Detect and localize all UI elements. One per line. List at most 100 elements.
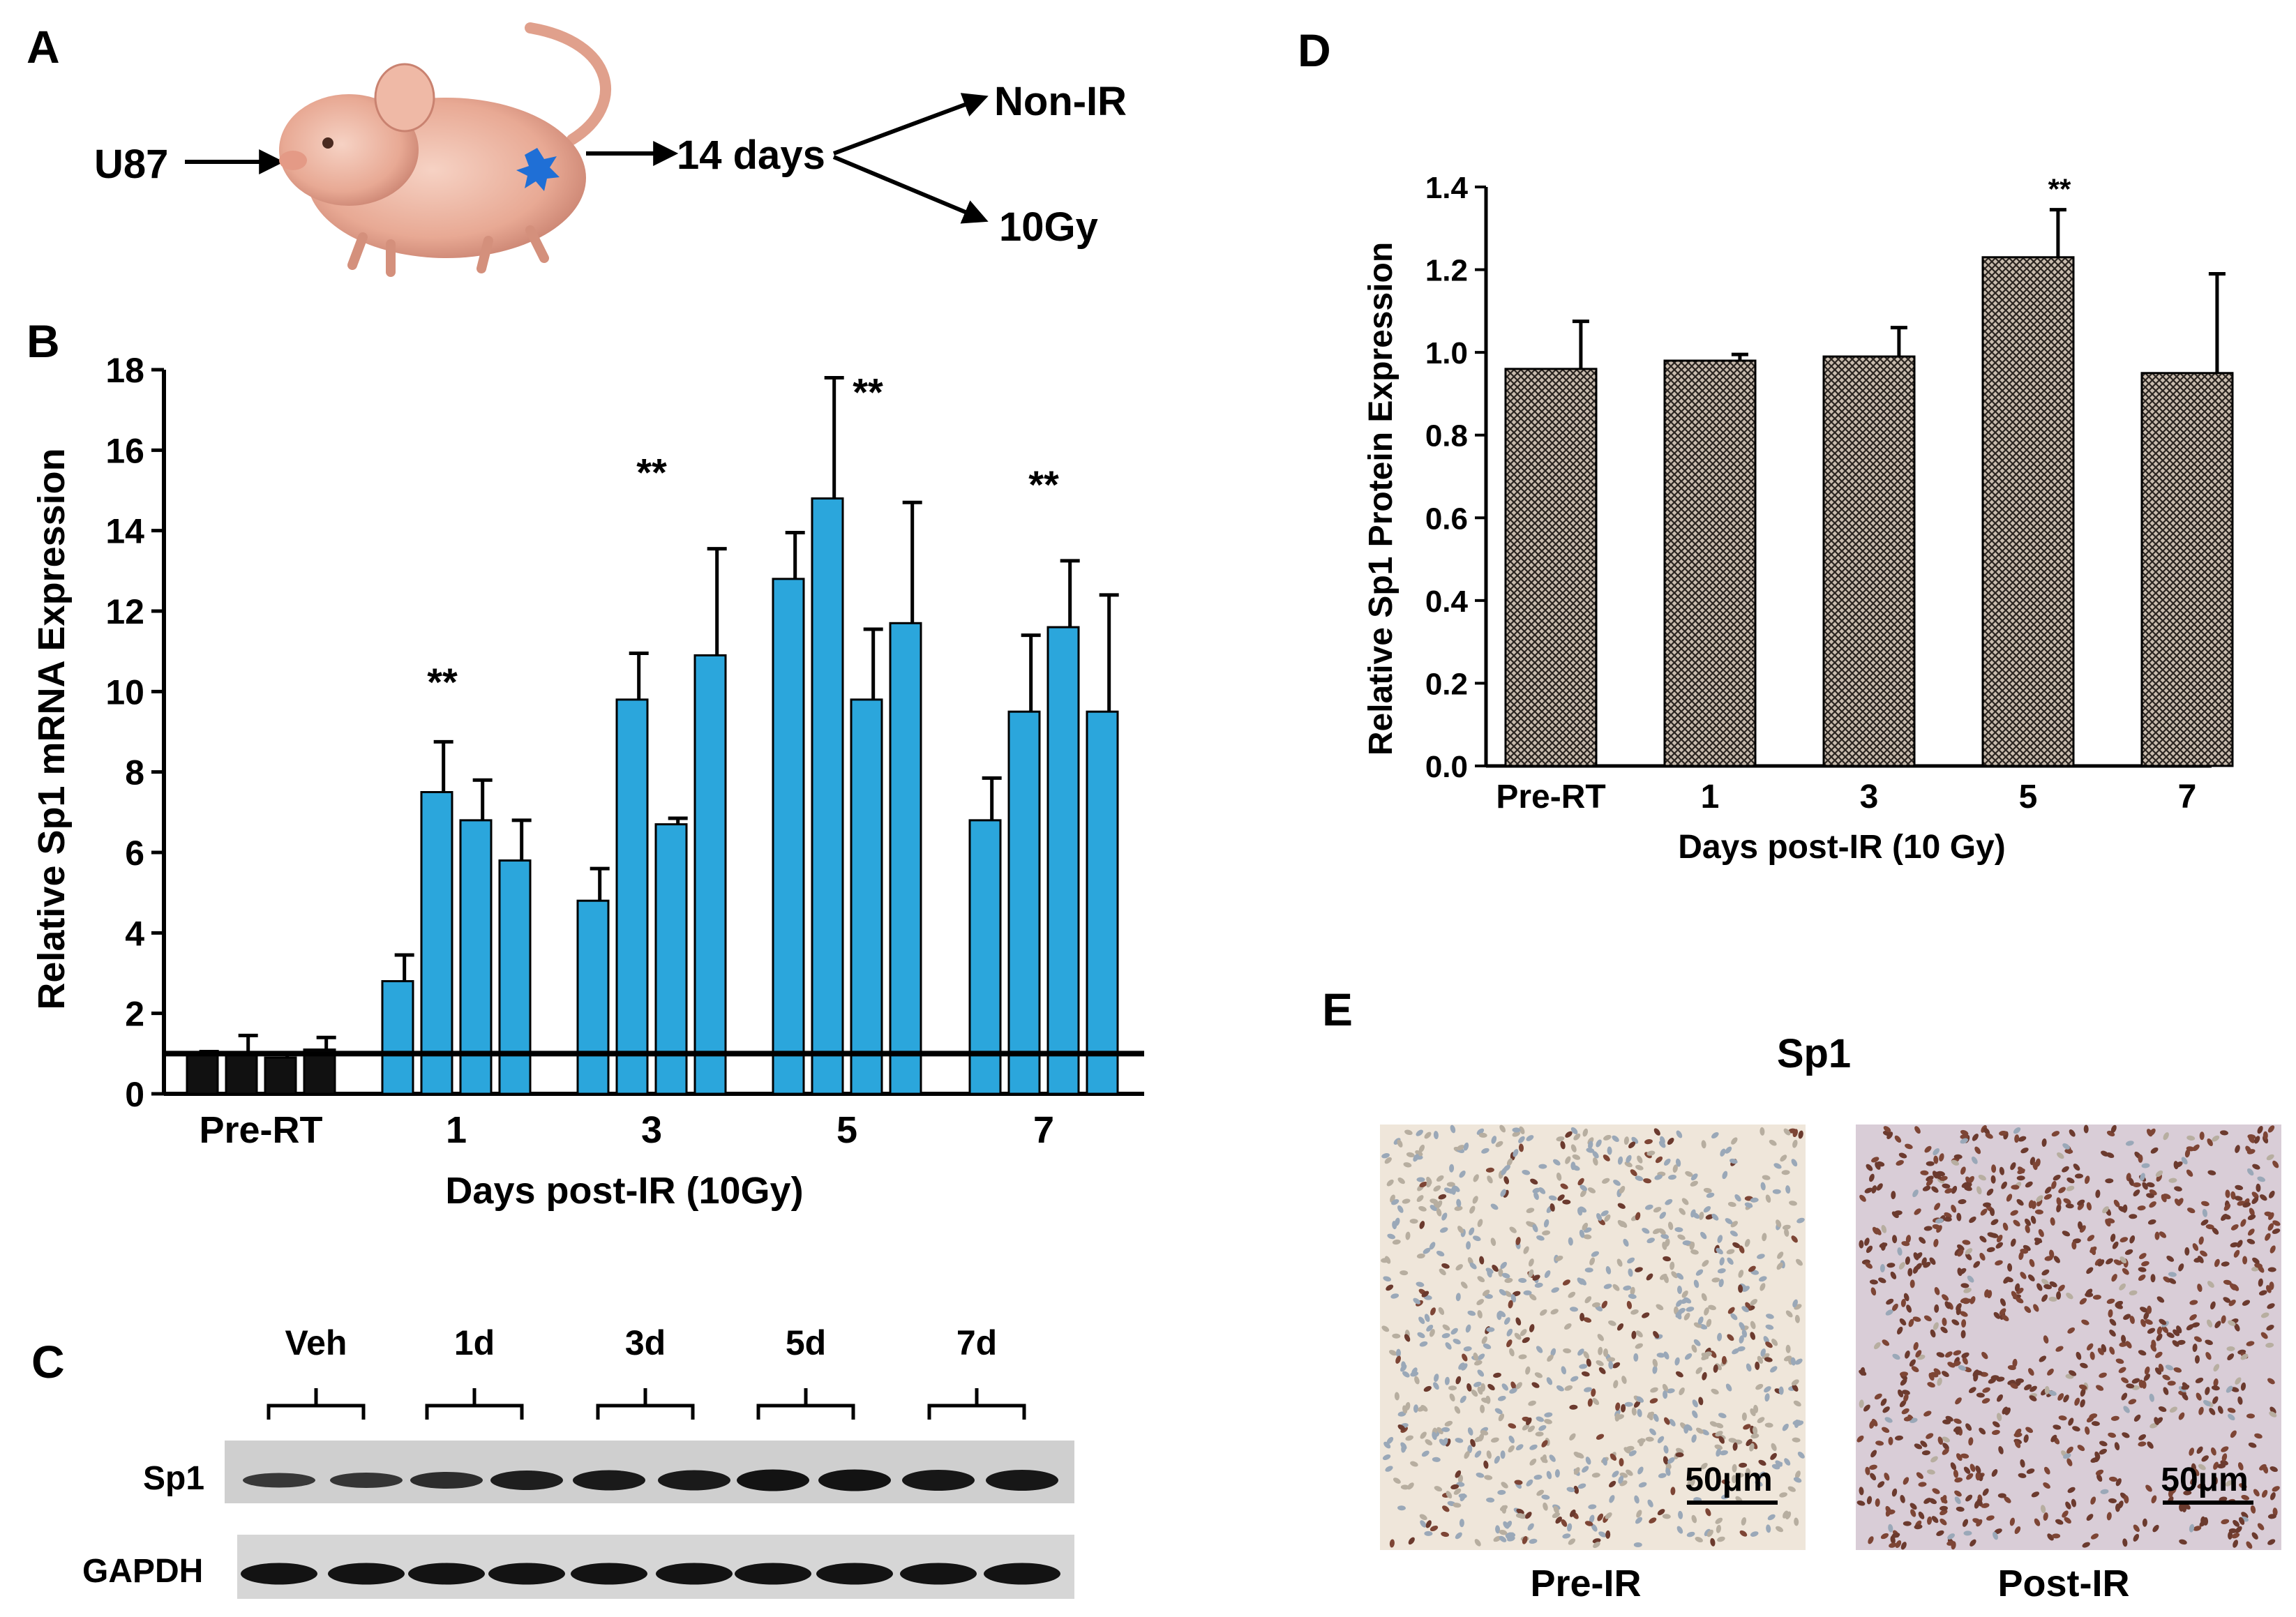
ihc-nucleus <box>2213 1378 2219 1387</box>
ihc-nucleus <box>1515 1444 1524 1451</box>
ihc-nucleus <box>1944 1212 1952 1219</box>
ihc-nucleus <box>1458 1493 1467 1499</box>
ihc-nucleus <box>1859 1369 1867 1376</box>
ihc-nucleus <box>2020 1459 2025 1468</box>
ihc-nucleus <box>1663 1390 1668 1399</box>
ihc-nucleus <box>2065 1501 2071 1510</box>
blot-lane-label: 3d <box>625 1323 666 1362</box>
ihc-nucleus <box>2056 1197 2062 1206</box>
ihc-nucleus <box>1920 1441 1928 1447</box>
ihc-nucleus <box>1965 1494 1973 1502</box>
ihc-nucleus <box>1909 1503 1917 1510</box>
ihc-nucleus <box>1926 1161 1935 1166</box>
ihc-nucleus <box>1939 1153 1944 1161</box>
ihc-nucleus <box>1693 1279 1700 1288</box>
ihc-nucleus <box>1649 1398 1658 1404</box>
ihc-nucleus <box>1979 1235 1987 1243</box>
ihc-nucleus <box>1690 1173 1698 1181</box>
chart-b-y-tick-label: 0 <box>125 1075 144 1114</box>
ihc-nucleus <box>1603 1284 1612 1289</box>
ihc-nucleus <box>1487 1383 1495 1391</box>
ihc-nucleus <box>2219 1496 2228 1502</box>
ihc-nucleus <box>1473 1174 1479 1182</box>
ihc-nucleus <box>1711 1277 1720 1283</box>
ihc-nucleus <box>1732 1348 1740 1355</box>
ihc-nucleus <box>1444 1420 1453 1427</box>
ihc-nucleus <box>2194 1355 2200 1364</box>
ihc-nucleus <box>1516 1508 1524 1514</box>
ihc-nucleus <box>1667 1457 1675 1464</box>
ihc-nucleus <box>2212 1227 2219 1235</box>
ihc-nucleus <box>1986 1247 1995 1253</box>
chart-b-x-tick-label: Pre-RT <box>199 1109 322 1151</box>
ihc-nucleus <box>1455 1532 1462 1540</box>
ihc-nucleus <box>1993 1311 2001 1319</box>
ihc-nucleus <box>2062 1510 2069 1518</box>
ihc-nucleus <box>1410 1461 1418 1467</box>
ihc-nucleus <box>1939 1518 1947 1526</box>
ihc-nucleus <box>2014 1283 2020 1292</box>
ihc-nucleus <box>1589 1257 1596 1265</box>
ihc-image-background <box>1856 1125 2281 1550</box>
panel-b-label: B <box>27 315 60 367</box>
ihc-nucleus <box>1792 1384 1799 1392</box>
ihc-nucleus <box>2179 1539 2187 1545</box>
ihc-nucleus <box>2078 1221 2083 1230</box>
ihc-nucleus <box>1630 1309 1639 1315</box>
ihc-nucleus <box>2230 1191 2236 1200</box>
ihc-nucleus <box>1706 1318 1712 1328</box>
chart-b-y-tick-label: 18 <box>105 351 144 390</box>
ihc-nucleus <box>1962 1356 1968 1365</box>
ihc-nucleus <box>1397 1139 1403 1148</box>
ihc-nucleus <box>2141 1163 2150 1168</box>
ihc-nucleus <box>1732 1475 1737 1484</box>
ihc-nucleus <box>1972 1518 1981 1524</box>
ihc-nucleus <box>1921 1450 1930 1456</box>
ihc-nucleus <box>1776 1262 1783 1270</box>
ihc-nucleus <box>1646 1273 1653 1281</box>
ihc-nucleus <box>1955 1397 1962 1405</box>
ihc-nucleus <box>1929 1257 1936 1265</box>
ihc-nucleus <box>2018 1166 2025 1173</box>
ihc-nucleus <box>2228 1413 2235 1421</box>
ihc-nucleus <box>2115 1503 2121 1512</box>
ihc-nucleus <box>1463 1346 1472 1352</box>
ihc-nucleus <box>1962 1519 1969 1527</box>
ihc-nucleus <box>1529 1538 1538 1544</box>
ihc-nucleus <box>1679 1387 1685 1396</box>
ihc-nucleus <box>1561 1519 1568 1527</box>
ihc-nucleus <box>1953 1154 1963 1159</box>
ihc-nucleus <box>1900 1495 1905 1503</box>
ihc-nucleus <box>1759 1283 1766 1291</box>
ihc-nucleus <box>1969 1216 1976 1224</box>
ihc-nucleus <box>1538 1164 1547 1169</box>
ihc-nucleus <box>2158 1406 2167 1412</box>
ihc-nucleus <box>2159 1318 2167 1325</box>
ihc-nucleus <box>2097 1348 2104 1355</box>
ihc-nucleus <box>1387 1233 1396 1240</box>
ihc-nucleus <box>1750 1332 1756 1340</box>
ihc-nucleus <box>1384 1157 1392 1164</box>
ihc-caption-pre-ir: Pre-IR <box>1530 1563 1641 1604</box>
ihc-nucleus <box>1912 1265 1919 1274</box>
ihc-nucleus <box>1667 1221 1674 1231</box>
ihc-nucleus <box>1727 1334 1734 1341</box>
ihc-nucleus <box>1881 1225 1887 1233</box>
ihc-nucleus <box>1454 1205 1463 1211</box>
ihc-nucleus <box>1617 1219 1625 1227</box>
ihc-nucleus <box>1885 1309 1893 1316</box>
ihc-nucleus <box>1891 1488 1898 1497</box>
ihc-nucleus <box>2138 1434 2147 1441</box>
blot-row-gapdh-label: GAPDH <box>82 1553 203 1590</box>
ihc-nucleus <box>1392 1239 1401 1245</box>
ihc-nucleus <box>1920 1170 1929 1175</box>
ihc-nucleus <box>1498 1413 1505 1422</box>
ihc-nucleus <box>2140 1318 2146 1328</box>
ihc-nucleus <box>2234 1323 2240 1332</box>
ihc-nucleus <box>1958 1365 1967 1371</box>
ihc-nucleus <box>2106 1298 2115 1304</box>
ihc-nucleus <box>1856 1435 1864 1443</box>
ihc-nucleus <box>1865 1466 1870 1475</box>
ihc-nucleus <box>1568 1291 1576 1298</box>
ihc-nucleus <box>1866 1496 1873 1505</box>
